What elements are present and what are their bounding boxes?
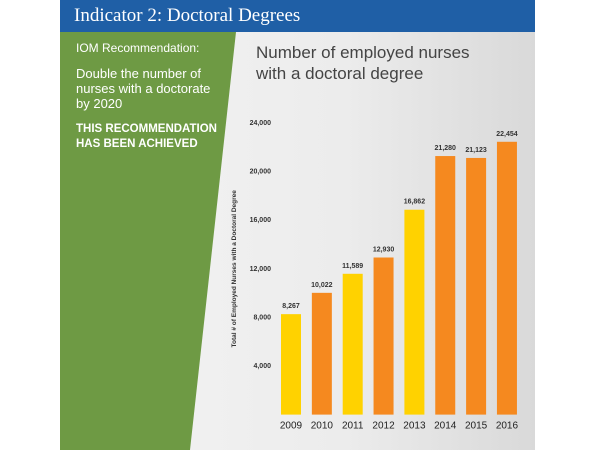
bar [281,314,301,415]
bar [496,141,517,415]
y-tick-label: 16,000 [250,217,272,224]
x-tick-label: 2015 [465,421,488,432]
x-tick-label: 2010 [311,421,334,432]
value-label: 10,022 [311,282,333,289]
bar [373,257,394,415]
value-label: 21,280 [435,145,457,152]
value-label: 8,267 [282,303,300,310]
chart-title: Number of employed nurses with a doctora… [256,43,470,83]
header-title: Indicator 2: Doctoral Degrees [74,5,301,26]
value-label: 12,930 [373,247,395,254]
bar [404,209,425,415]
bar [311,292,332,415]
bar [342,273,363,415]
x-tick-label: 2013 [403,421,426,432]
x-tick-label: 2016 [496,421,519,432]
x-tick-label: 2012 [372,421,395,432]
x-tick-label: 2011 [342,421,364,432]
value-label: 16,862 [404,199,426,206]
header: Indicator 2: Doctoral Degrees [60,0,535,32]
y-axis-title: Total # of Employed Nurses with a Doctor… [231,190,238,348]
value-label: 22,454 [496,131,518,138]
bar [435,156,456,415]
recommendation-status: THIS RECOMMENDATION HAS BEEN ACHIEVED [76,123,217,150]
x-tick-label: 2014 [434,421,457,432]
value-label: 21,123 [465,147,487,154]
bar [466,157,487,415]
recommendation-text: Double the number of nurses with a docto… [76,66,211,111]
y-tick-label: 20,000 [250,169,272,176]
y-tick-label: 4,000 [253,363,271,370]
value-label: 11,589 [342,263,363,270]
green-panel [60,32,236,450]
recommendation-label: IOM Recommendation: [76,41,200,55]
y-tick-label: 8,000 [253,314,271,321]
x-tick-label: 2009 [280,421,303,432]
y-tick-label: 24,000 [250,120,272,127]
y-tick-label: 12,000 [250,266,272,273]
